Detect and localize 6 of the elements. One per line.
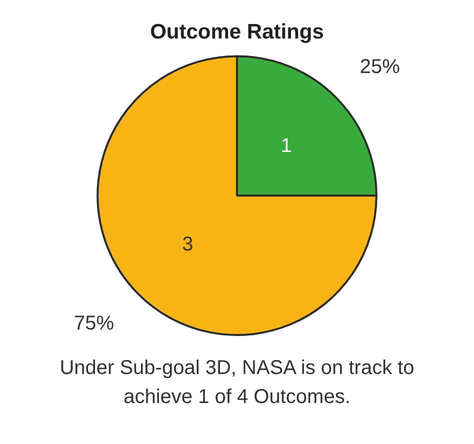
slice-label: 3 [182,233,194,256]
data-label: 75% [74,312,114,334]
text: Under Sub-goal 3D, NASA is on track to achieve 1 of 4 Outcomes. [58,356,416,410]
chart-title: Outcome Ratings [150,20,324,44]
slice-label: 1 [280,134,292,157]
data-label: 25% [360,56,400,78]
